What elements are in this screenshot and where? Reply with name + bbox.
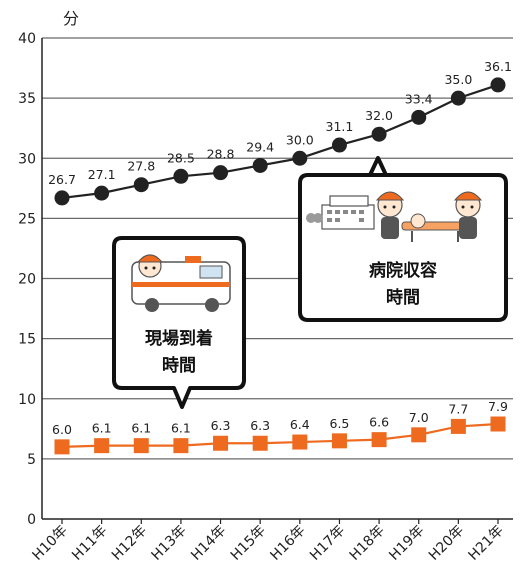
data-label: 28.5 xyxy=(167,150,195,165)
data-label: 28.8 xyxy=(207,147,235,162)
data-point-square xyxy=(252,435,268,451)
data-label: 27.1 xyxy=(88,167,116,182)
data-label: 6.3 xyxy=(211,418,231,433)
data-label: 6.1 xyxy=(92,421,112,436)
ambulance-icon xyxy=(131,254,231,312)
x-tick-label: H16年 xyxy=(267,523,308,564)
data-point-circle xyxy=(371,126,387,142)
data-point-square xyxy=(371,432,387,448)
data-point-circle xyxy=(331,137,347,153)
data-label: 35.0 xyxy=(444,72,472,87)
y-tick-label: 10 xyxy=(18,392,36,408)
data-label: 31.1 xyxy=(326,119,354,134)
data-point-square xyxy=(411,427,427,443)
x-tick-label: H18年 xyxy=(347,523,388,564)
data-point-circle xyxy=(94,185,110,201)
data-point-circle xyxy=(213,165,229,181)
data-label: 6.1 xyxy=(131,421,151,436)
y-axis-ticks: 0 5 10 15 20 25 30 35 40 xyxy=(18,31,36,528)
y-tick-label: 0 xyxy=(27,512,36,528)
callout-scene-time: 現場到着 時間 xyxy=(112,236,246,409)
data-point-square xyxy=(54,439,70,455)
data-label: 6.1 xyxy=(171,421,191,436)
x-tick-label: H21年 xyxy=(466,523,507,564)
y-axis-unit-label: 分 xyxy=(63,9,79,28)
data-point-square xyxy=(213,435,229,451)
x-tick-label: H12年 xyxy=(109,523,150,564)
x-tick-label: H14年 xyxy=(188,523,229,564)
data-label: 26.7 xyxy=(48,172,76,187)
data-point-circle xyxy=(173,168,189,184)
y-tick-label: 30 xyxy=(18,151,36,167)
data-point-circle xyxy=(411,109,427,125)
y-tick-label: 25 xyxy=(18,211,36,227)
x-tick-label: H13年 xyxy=(148,523,189,564)
y-tick-label: 15 xyxy=(18,332,36,348)
data-label: 6.6 xyxy=(369,415,389,430)
data-label: 32.0 xyxy=(365,108,393,123)
x-tick-label: H15年 xyxy=(228,523,269,564)
data-point-circle xyxy=(490,77,506,93)
data-point-circle xyxy=(292,150,308,166)
data-label: 30.0 xyxy=(286,132,314,147)
data-label: 7.7 xyxy=(448,401,468,416)
x-tick-label: H10年 xyxy=(30,523,71,564)
data-point-square xyxy=(94,438,110,454)
data-point-circle xyxy=(252,157,268,173)
data-label: 6.0 xyxy=(52,422,72,437)
y-tick-label: 40 xyxy=(18,31,36,47)
callout-hospital-time: 病院収容 時間 xyxy=(298,156,508,322)
data-label: 36.1 xyxy=(484,59,512,74)
data-label: 27.8 xyxy=(127,159,155,174)
y-tick-label: 5 xyxy=(27,452,36,468)
data-point-square xyxy=(490,416,506,432)
x-tick-label: H17年 xyxy=(307,523,348,564)
data-point-square xyxy=(173,438,189,454)
x-axis-ticks: H10年H11年H12年H13年H14年H15年H16年H17年H18年H19年… xyxy=(30,519,507,564)
data-label: 33.4 xyxy=(405,91,433,106)
y-tick-label: 20 xyxy=(18,272,36,288)
x-tick-label: H20年 xyxy=(426,523,467,564)
data-point-square xyxy=(331,433,347,449)
data-point-circle xyxy=(450,90,466,106)
callout-hospital-line2: 時間 xyxy=(386,287,420,308)
data-label: 7.0 xyxy=(409,410,429,425)
callout-hospital-line1: 病院収容 xyxy=(369,260,437,281)
paramedics-stretcher-icon xyxy=(375,191,483,242)
data-point-circle xyxy=(54,190,70,206)
callout-scene-line2: 時間 xyxy=(162,355,196,376)
data-point-square xyxy=(450,418,466,434)
series-layer: 26.7 27.1 27.8 28.5 28.8 29.4 30.0 31.1 32.0 33.4… xyxy=(48,59,512,455)
x-tick-label: H19年 xyxy=(386,523,427,564)
data-point-square xyxy=(133,438,149,454)
hospital-icon xyxy=(306,195,375,230)
data-label: 6.3 xyxy=(250,418,270,433)
axes xyxy=(41,38,513,520)
data-point-circle xyxy=(133,177,149,193)
data-label: 6.4 xyxy=(290,417,310,432)
data-label: 7.9 xyxy=(488,399,508,414)
data-point-square xyxy=(292,434,308,450)
data-label: 6.5 xyxy=(330,416,350,431)
data-label: 29.4 xyxy=(246,139,274,154)
callout-scene-line1: 現場到着 xyxy=(145,328,213,349)
series-line xyxy=(61,422,499,448)
y-tick-label: 35 xyxy=(18,91,36,107)
x-tick-label: H11年 xyxy=(69,523,110,564)
